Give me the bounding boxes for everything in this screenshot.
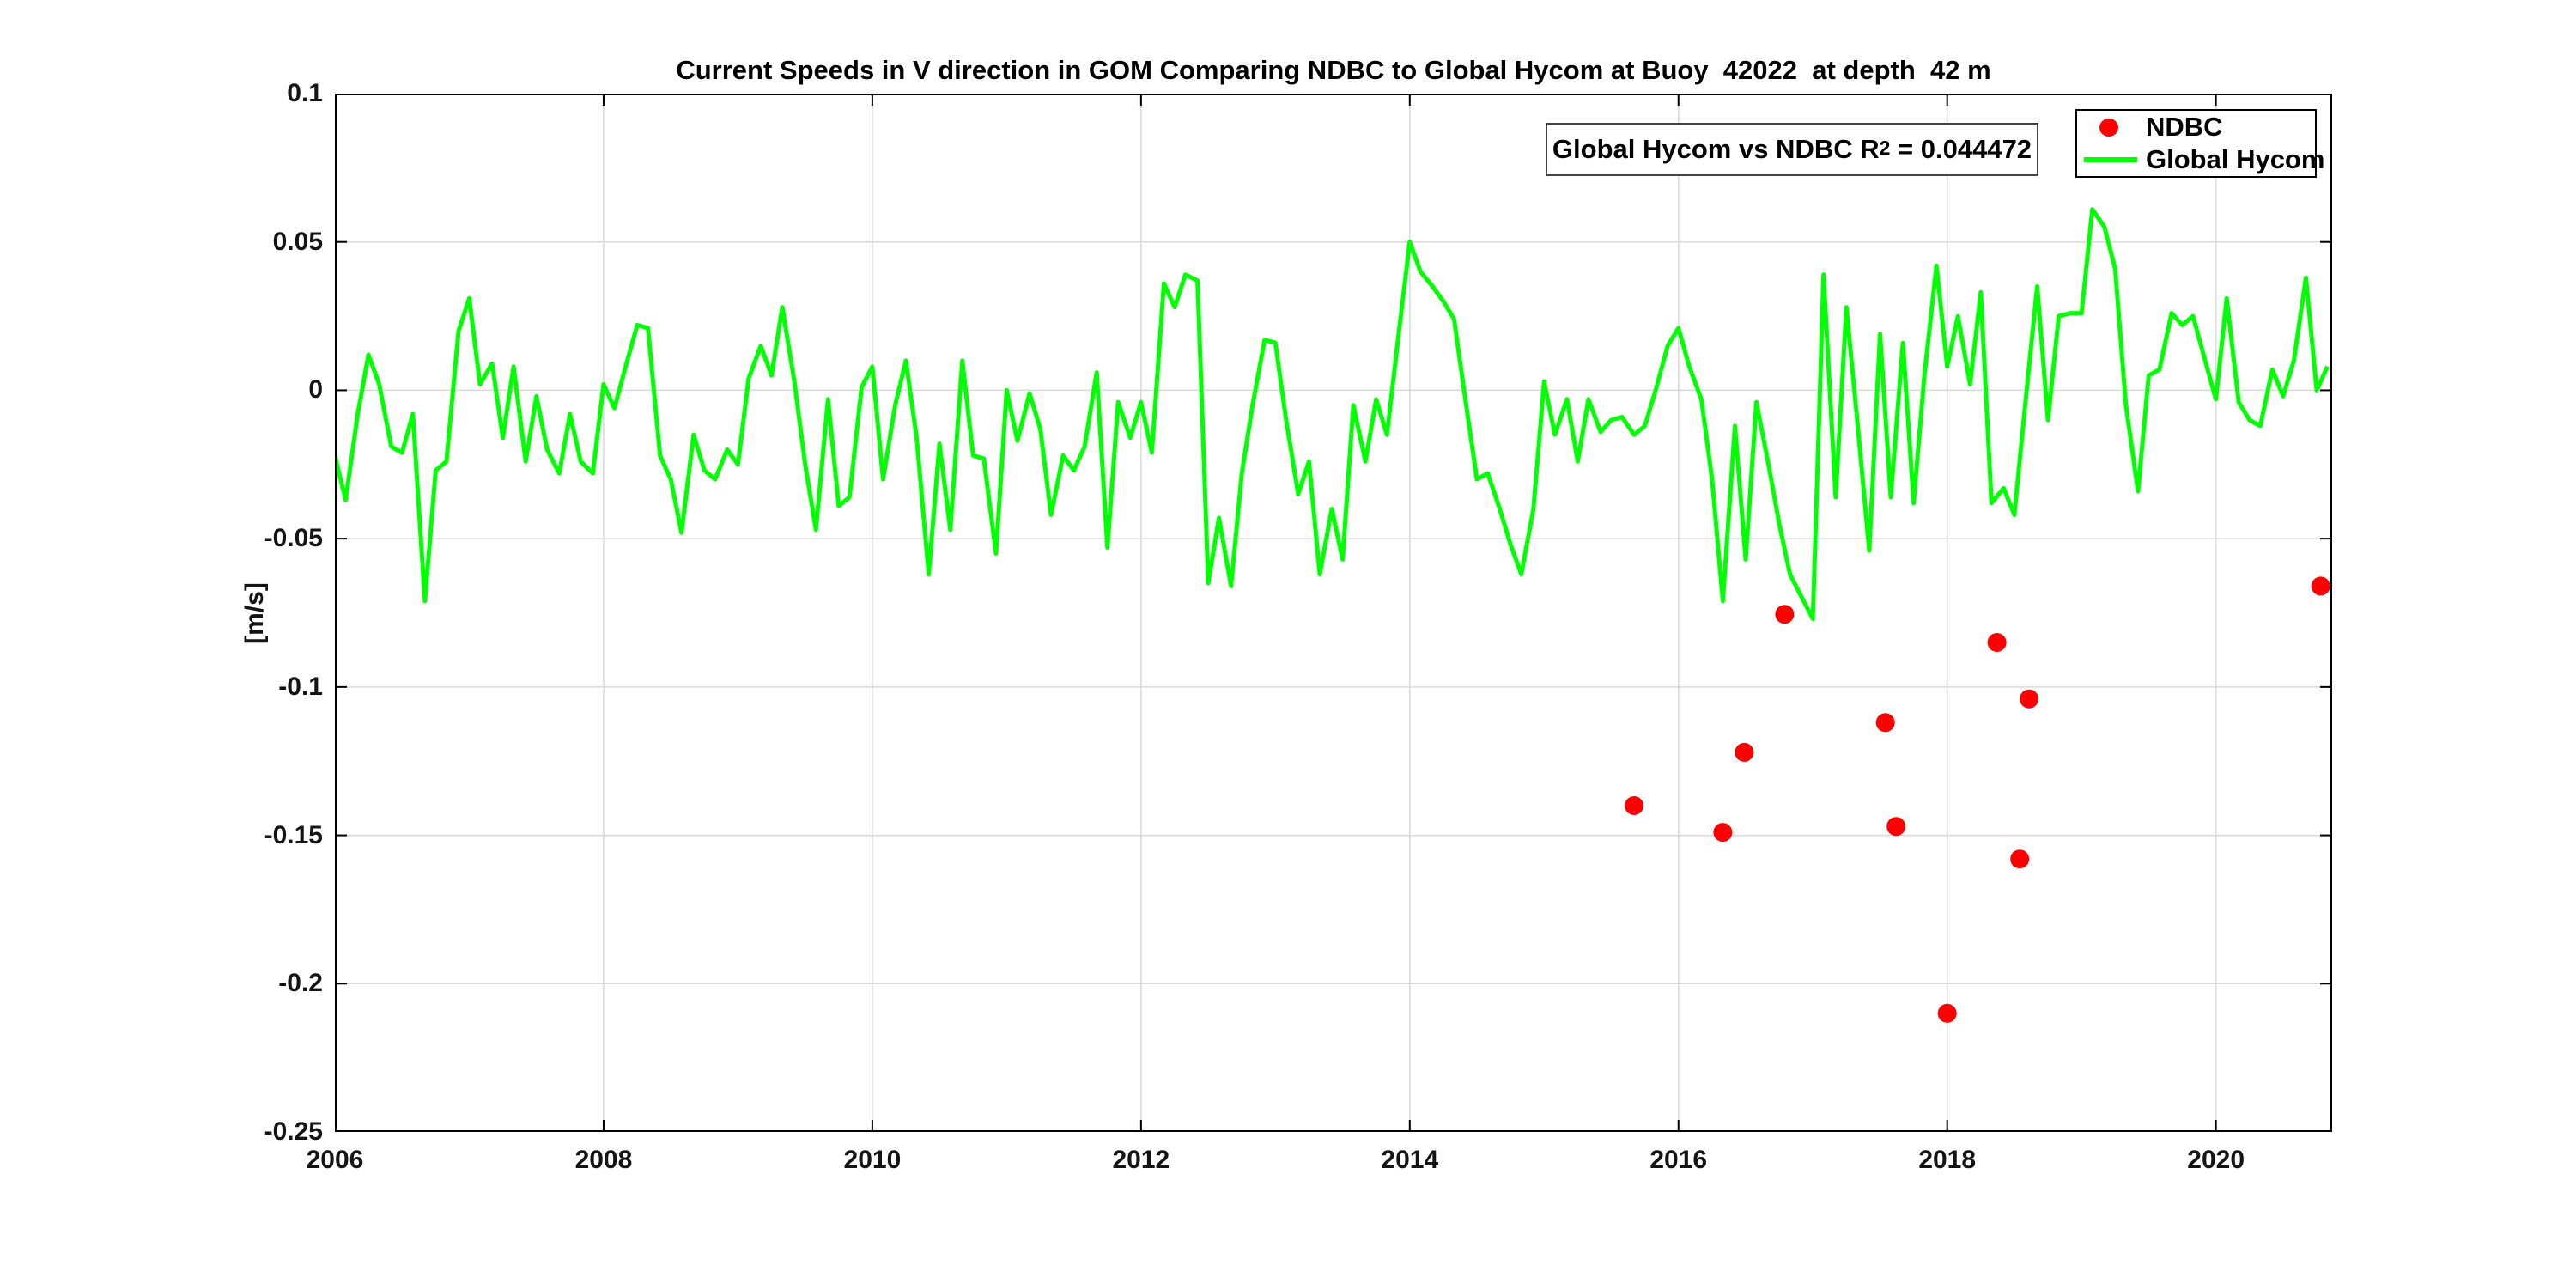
ndbc-point	[1875, 713, 1895, 733]
legend-label-ndbc: NDBC	[2146, 112, 2223, 142]
ndbc-point	[2311, 576, 2330, 596]
x-tick-label: 2018	[1918, 1146, 1977, 1174]
y-tick-label: 0.05	[272, 227, 323, 256]
y-tick-label: -0.15	[264, 820, 323, 849]
y-tick-label: -0.05	[264, 524, 323, 553]
chart-svg	[332, 93, 2332, 1133]
legend-entry-ndbc: NDBC	[2077, 111, 2315, 143]
ndbc-point	[1886, 817, 1906, 837]
page-title: Current Speeds in V direction in GOM Com…	[676, 55, 1991, 85]
ndbc-point	[1625, 796, 1644, 815]
r-squared-superscript: 2	[1879, 136, 1891, 159]
x-tick-label: 2016	[1649, 1146, 1708, 1174]
ndbc-marker-icon	[2099, 118, 2118, 137]
ndbc-point	[1713, 823, 1733, 843]
plot-area	[332, 93, 2332, 1133]
x-tick-label: 2020	[2187, 1146, 2245, 1174]
ndbc-point	[1987, 633, 2007, 652]
r-squared-text-suffix: = 0.044472	[1890, 134, 2032, 164]
legend-entry-global-hycom: Global Hycom	[2077, 143, 2324, 176]
x-tick-label: 2008	[574, 1146, 633, 1174]
x-tick-label: 2010	[843, 1146, 902, 1174]
y-tick-label: -0.2	[278, 969, 323, 998]
hycom-line	[332, 207, 2330, 621]
x-tick-label: 2006	[306, 1146, 364, 1174]
ndbc-point	[2010, 849, 2030, 869]
x-tick-label: 2012	[1112, 1146, 1170, 1174]
ndbc-point	[1735, 742, 1754, 762]
ndbc-point	[2020, 689, 2039, 709]
y-tick-label: 0	[308, 375, 323, 405]
x-tick-label: 2014	[1381, 1146, 1439, 1174]
ndbc-point	[1775, 605, 1795, 624]
y-tick-label: 0.1	[287, 79, 323, 107]
r-squared-text-prefix: Global Hycom vs NDBC R	[1552, 134, 1880, 164]
y-tick-label: -0.25	[264, 1117, 323, 1146]
legend-label-global-hycom: Global Hycom	[2146, 144, 2325, 174]
hycom-line-icon	[2084, 157, 2137, 162]
legend: NDBC Global Hycom	[2075, 109, 2324, 178]
ndbc-point	[1937, 1003, 1957, 1023]
plot-border	[335, 94, 2332, 1132]
y-tick-label: -0.1	[278, 672, 323, 701]
